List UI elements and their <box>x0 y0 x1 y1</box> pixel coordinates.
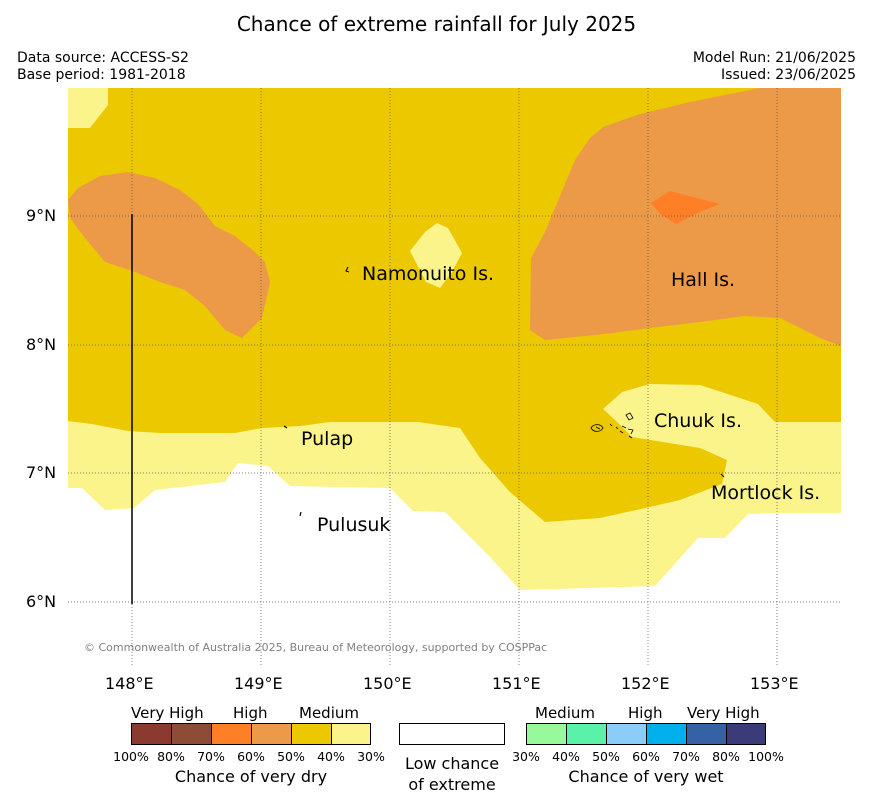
lon-tick-150e: 150°E <box>363 674 412 693</box>
legend-wet-swatch-50-60 <box>606 723 647 745</box>
lon-tick-151e: 151°E <box>492 674 541 693</box>
meta-left: Data source: ACCESS-S2 Base period: 1981… <box>17 50 189 84</box>
lon-tick-153e: 153°E <box>750 674 799 693</box>
legend-low: Low chance of extreme <box>399 723 505 795</box>
label-namonuito: Namonuito Is. <box>362 263 495 285</box>
label-pulap: Pulap <box>301 428 354 450</box>
legend-dry-swatch-70-60 <box>211 723 252 745</box>
legend-dry-tick-40: 40% <box>317 749 345 764</box>
legend-wet-swatch-60-70 <box>646 723 687 745</box>
lat-tick-8n: 8°N <box>26 335 57 354</box>
legend-wet-tick-80: 80% <box>712 749 740 764</box>
legend-dry-swatch-50-40 <box>291 723 332 745</box>
label-hall: Hall Is. <box>671 269 736 291</box>
legend-dry-tick-100: 100% <box>113 749 149 764</box>
legend-dry-swatch-80-70 <box>171 723 212 745</box>
legend-wet-tick-40: 40% <box>552 749 580 764</box>
legend-dry-tick-30: 30% <box>357 749 385 764</box>
lon-tick-148e: 148°E <box>105 674 154 693</box>
legend-wet-swatch-80-100 <box>726 723 766 745</box>
legend-dry-tick-70: 70% <box>197 749 225 764</box>
issued-date: Issued: 23/06/2025 <box>721 67 856 83</box>
lat-tick-6n: 6°N <box>26 592 57 611</box>
legend-wet-high: High <box>628 704 663 722</box>
legend-wet-medium: Medium <box>535 704 595 722</box>
model-run: Model Run: 21/06/2025 <box>692 50 856 66</box>
lon-tick-149e: 149°E <box>234 674 283 693</box>
high-dry-region-west <box>68 172 270 338</box>
legend-low-caption: Low chance of extreme <box>399 753 505 795</box>
lon-tick-152e: 152°E <box>621 674 670 693</box>
lat-tick-7n: 7°N <box>26 463 57 482</box>
meta-right: Model Run: 21/06/2025 Issued: 23/06/2025 <box>693 50 856 84</box>
legend-dry-caption: Chance of very dry <box>174 767 328 786</box>
low-dry-patch <box>410 223 462 288</box>
legend-wet-very-high: Very High <box>687 704 760 722</box>
legend-wet-tick-70: 70% <box>672 749 700 764</box>
legend-dry-high: High <box>233 704 268 722</box>
base-period: Base period: 1981-2018 <box>17 67 186 83</box>
legend-wet-tick-30: 30% <box>512 749 540 764</box>
legend-dry: Very High High Medium 100% 80% 70% 60% 5… <box>113 704 385 793</box>
label-mortlock: Mortlock Is. <box>711 482 821 504</box>
map-title: Chance of extreme rainfall for July 2025 <box>236 12 637 36</box>
legend-dry-tick-80: 80% <box>157 749 185 764</box>
legend-wet-tick-100: 100% <box>748 749 784 764</box>
pulap-island-mark <box>283 425 288 429</box>
legend-wet-caption: Chance of very wet <box>568 767 724 786</box>
legend-wet-tick-50: 50% <box>592 749 620 764</box>
legend-wet: Medium High Very High 30% 40% 50% 60% 70… <box>512 704 784 793</box>
legend-low-caption-line1: Low chance <box>404 754 500 773</box>
label-pulusuk: Pulusuk <box>317 514 391 536</box>
namonuito-island-mark <box>345 266 350 273</box>
legend-wet-tick-60: 60% <box>632 749 660 764</box>
legend-wet-swatch-30-40 <box>526 723 567 745</box>
chuuk-islands-mark <box>590 412 634 439</box>
legend-wet-swatch-40-50 <box>566 723 607 745</box>
legend-dry-tick-60: 60% <box>237 749 265 764</box>
legend-low-swatch <box>399 723 505 745</box>
data-source: Data source: ACCESS-S2 <box>17 50 189 66</box>
legend-dry-medium: Medium <box>299 704 359 722</box>
lat-tick-9n: 9°N <box>26 206 57 225</box>
legend-dry-tick-50: 50% <box>277 749 305 764</box>
legend-low-caption-line2: of extreme <box>408 775 496 794</box>
label-chuuk: Chuuk Is. <box>654 410 742 432</box>
copyright-notice: © Commonwealth of Australia 2025, Bureau… <box>84 641 548 654</box>
pulusuk-island-mark <box>299 511 302 517</box>
legend-wet-swatch-70-80 <box>686 723 727 745</box>
mortlock-island-mark <box>720 473 725 478</box>
legend-dry-very-high: Very High <box>131 704 204 722</box>
legend-dry-swatch-40-30 <box>331 723 371 745</box>
legend-dry-swatch-60-50 <box>251 723 292 745</box>
legend-dry-swatch-100-80 <box>131 723 172 745</box>
